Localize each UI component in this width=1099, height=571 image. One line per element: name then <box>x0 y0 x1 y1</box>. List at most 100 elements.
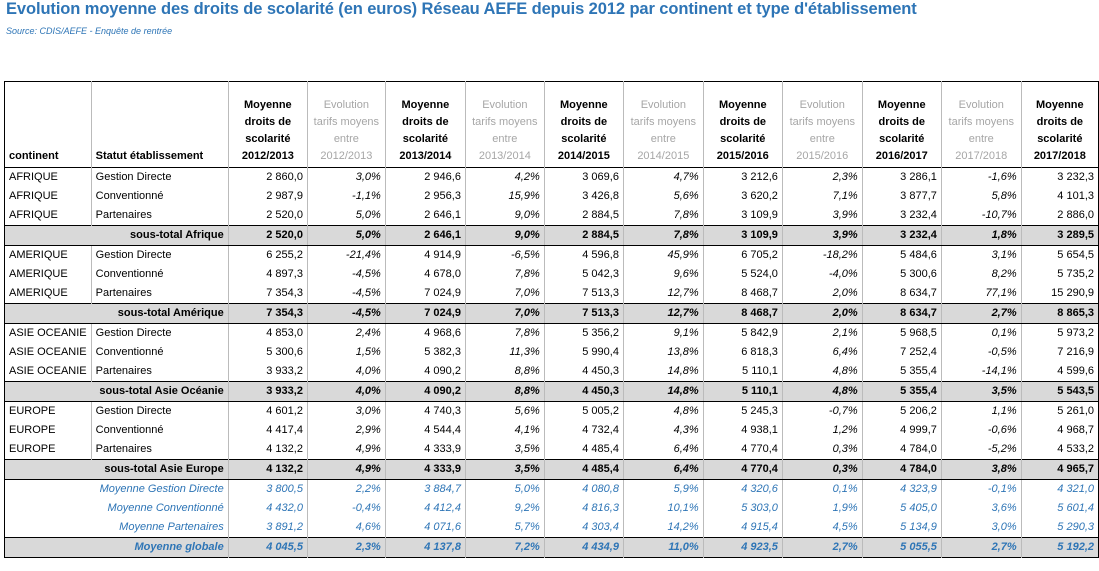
cell: 8,2% <box>940 265 1022 284</box>
summary-row: Moyenne Gestion Directe 3 800,5 2,2% 3 884,… <box>5 479 1099 499</box>
cell: 5 355,4 <box>861 362 942 382</box>
cell: 10,1% <box>622 499 704 518</box>
header-line: scolarité <box>561 133 607 145</box>
column-header: Evolution tarifs moyens entre 2015/2016 <box>781 81 863 168</box>
cell: 2,3% <box>306 537 386 558</box>
cell: 5 134,9 <box>861 518 942 538</box>
header-line: tarifs moyens <box>630 116 697 128</box>
cell: 4 784,0 <box>861 459 942 480</box>
header-line: droits de <box>878 116 925 128</box>
statut-cell: Conventionné <box>90 421 229 440</box>
header-line: 2013/2014 <box>478 150 531 162</box>
subtotal-label: sous-total Amérique <box>4 303 229 324</box>
cell: 4 333,9 <box>384 440 466 460</box>
header-row: continent Statut établissement Moyenne droi… <box>4 81 1099 168</box>
cell: 2 987,9 <box>227 187 308 206</box>
cell: 7,0% <box>464 303 545 324</box>
cell: 3,1% <box>940 245 1022 265</box>
header-line: Moyenne <box>243 99 292 111</box>
cell: 5 356,2 <box>543 323 624 343</box>
header-line: scolarité <box>1037 133 1083 145</box>
cell: 12,7% <box>622 284 704 304</box>
cell: 5 206,2 <box>861 401 942 421</box>
cell: 2 520,0 <box>227 206 308 226</box>
column-header: Moyenne droits de scolarité 2016/2017 <box>861 81 942 168</box>
cell: -18,2% <box>781 245 863 265</box>
cell: 8 468,7 <box>702 284 783 304</box>
table-body: AFRIQUE Gestion Directe 2 860,0 3,0% 2 946,6… <box>4 167 1099 558</box>
cell: 3 289,5 <box>1020 225 1099 246</box>
cell: 3 877,7 <box>861 187 942 206</box>
summary-row: Moyenne Conventionné 4 432,0 -0,4% 4 412,4 9… <box>5 499 1099 518</box>
data-row: AFRIQUE Conventionné 2 987,9 -1,1% 2 956,3 15… <box>5 187 1099 206</box>
header-line: 2012/2013 <box>320 150 373 162</box>
cell: 4 320,6 <box>702 479 783 499</box>
cell: 3 891,2 <box>227 518 308 538</box>
data-row: AMERIQUE Partenaires 7 354,3 -4,5% 7 024,9 7,… <box>5 284 1099 304</box>
cell: 4 965,7 <box>1020 459 1099 480</box>
cell: 4,9% <box>306 459 386 480</box>
cell: 4 132,2 <box>227 440 308 460</box>
cell: 4 090,2 <box>384 381 466 402</box>
cell: 2 884,5 <box>543 225 624 246</box>
cell: 9,0% <box>464 206 545 226</box>
column-header: Evolution tarifs moyens entre 2017/2018 <box>940 81 1022 168</box>
cell: 6,4% <box>622 459 704 480</box>
cell: -0,4% <box>306 499 386 518</box>
cell: 4 434,9 <box>543 537 624 558</box>
cell: 4 101,3 <box>1020 187 1099 206</box>
cell: 4,8% <box>781 381 863 402</box>
cell: 45,9% <box>622 245 704 265</box>
cell: 2 884,5 <box>543 206 624 226</box>
cell: 0,3% <box>781 440 863 460</box>
cell: 4,0% <box>306 381 386 402</box>
cell: 4,1% <box>464 421 545 440</box>
cell: 2 886,0 <box>1020 206 1099 226</box>
cell: 3 069,6 <box>543 167 624 187</box>
cell: 3 800,5 <box>227 479 308 499</box>
cell: -0,1% <box>940 479 1022 499</box>
cell: 3 426,8 <box>543 187 624 206</box>
cell: 6 818,3 <box>702 343 783 362</box>
cell: 4 897,3 <box>227 265 308 284</box>
cell: 7,8% <box>464 265 545 284</box>
cell: 3,9% <box>781 225 863 246</box>
continent-cell: AFRIQUE <box>9 190 58 202</box>
data-row: ASIE OCEANIE Partenaires 3 933,2 4,0% 4 090,… <box>5 362 1099 382</box>
cell: -0,7% <box>781 401 863 421</box>
data-row: EUROPE Partenaires 4 132,2 4,9% 4 333,9 3,5% 4… <box>5 440 1099 460</box>
data-row: AMERIQUE Gestion Directe 6 255,2 -21,4% 4 91… <box>5 245 1099 265</box>
cell: 5,6% <box>464 401 545 421</box>
cell: 9,0% <box>464 225 545 246</box>
cell: 2 646,1 <box>384 225 466 246</box>
header-line: tarifs moyens <box>948 116 1014 128</box>
statut-cell: Gestion Directe <box>90 401 229 421</box>
cell: 4 784,0 <box>861 440 942 460</box>
cell: 2 646,1 <box>384 206 466 226</box>
cell: 4 485,4 <box>543 440 624 460</box>
cell: 4 544,4 <box>384 421 466 440</box>
summary-label: Moyenne Partenaires <box>119 521 224 533</box>
cell: 3,9% <box>781 206 863 226</box>
cell: 7 252,4 <box>861 343 942 362</box>
cell: 5 990,4 <box>543 343 624 362</box>
cell: 15 290,9 <box>1020 284 1099 304</box>
title: Evolution moyenne des droits de scolarit… <box>6 0 917 18</box>
column-header: Statut établissement <box>90 81 229 168</box>
subtotal-row: sous-total Asie Océanie 3 933,2 4,0% 4 090,… <box>4 381 1099 402</box>
header-line: scolarité <box>879 133 925 145</box>
cell: 6,4% <box>781 343 863 362</box>
cell: 7,8% <box>622 206 704 226</box>
summary-label: Moyenne Conventionné <box>107 502 224 514</box>
cell: 5 261,0 <box>1020 401 1099 421</box>
statut-cell: Partenaires <box>90 206 229 226</box>
cell: -0,5% <box>940 343 1022 362</box>
cell: 4 770,4 <box>702 459 783 480</box>
header-line: tarifs moyens <box>472 116 538 128</box>
cell: -14,1% <box>940 362 1022 382</box>
cell: 6 705,2 <box>702 245 783 265</box>
column-header: Evolution tarifs moyens entre 2014/2015 <box>622 81 704 168</box>
cell: 0,1% <box>940 323 1022 343</box>
cell: 3 232,4 <box>861 206 942 226</box>
